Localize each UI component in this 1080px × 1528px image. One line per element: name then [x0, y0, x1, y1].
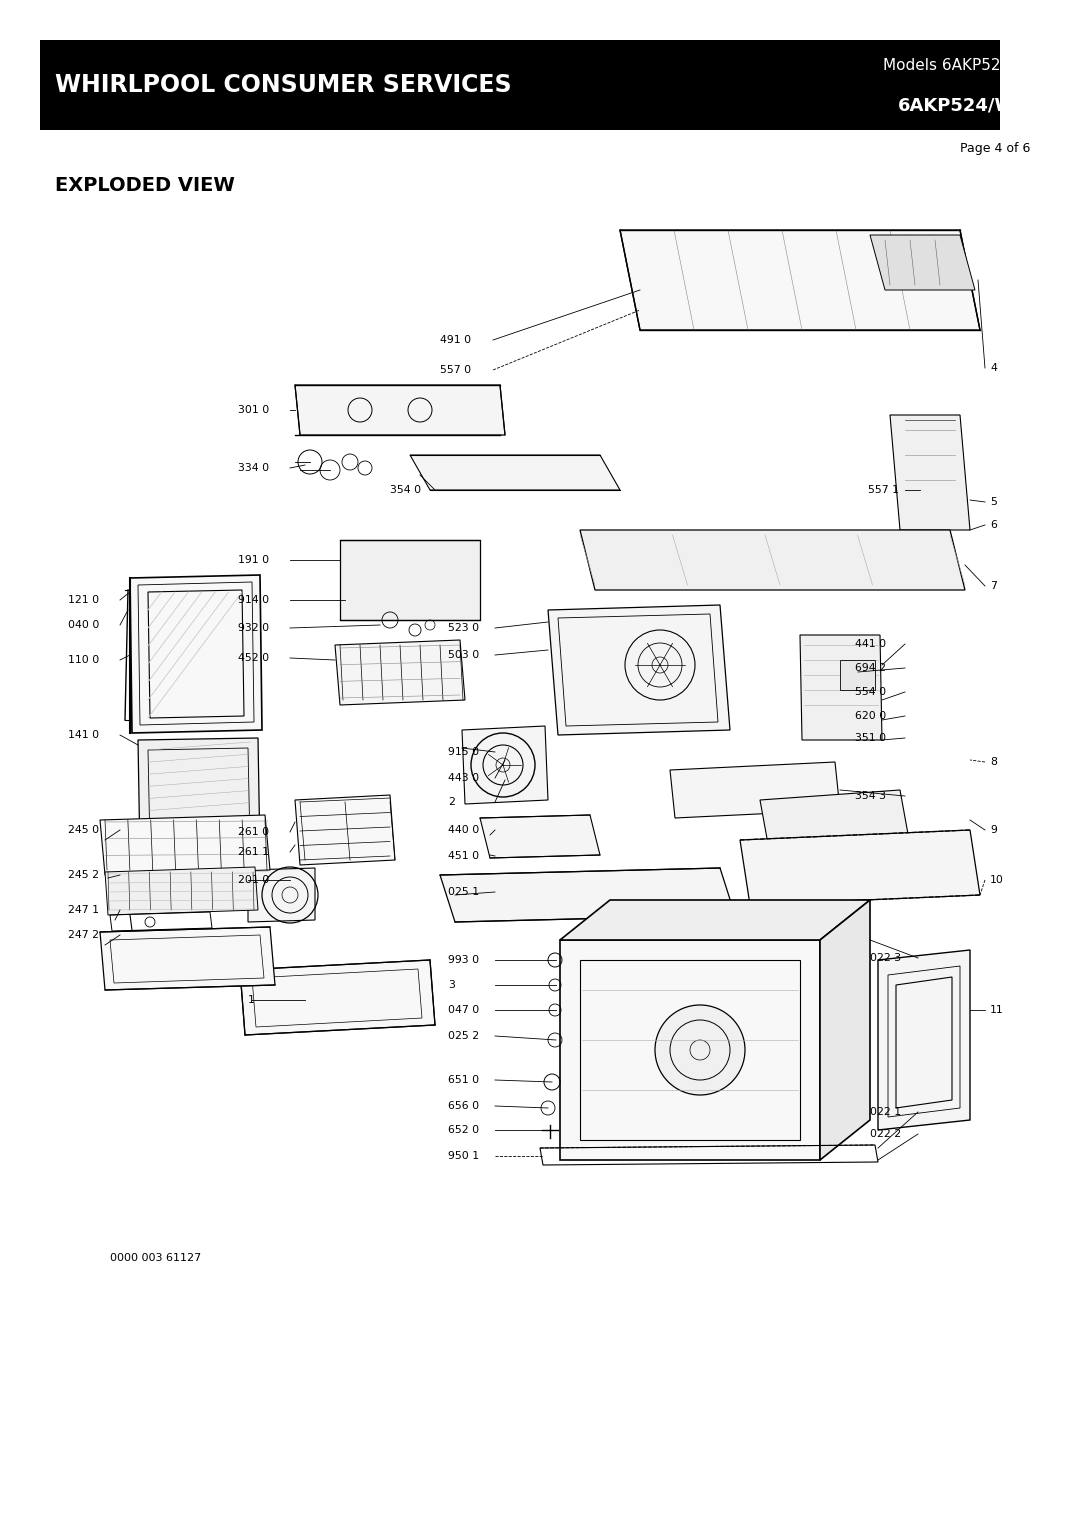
Polygon shape [760, 790, 910, 856]
Text: 261 1: 261 1 [238, 847, 269, 857]
Text: 441 0: 441 0 [855, 639, 886, 649]
Text: 0000 003 61127: 0000 003 61127 [110, 1253, 201, 1264]
Text: 503 0: 503 0 [448, 649, 480, 660]
Polygon shape [800, 636, 882, 740]
Text: 3: 3 [448, 979, 455, 990]
Text: 354 3: 354 3 [855, 792, 886, 801]
Text: 247 2: 247 2 [68, 931, 99, 940]
Polygon shape [620, 231, 980, 330]
Text: 10: 10 [990, 876, 1004, 885]
Text: 1: 1 [248, 995, 255, 1005]
Text: 694 2: 694 2 [855, 663, 886, 672]
Text: 022 3: 022 3 [870, 953, 901, 963]
Text: 452 0: 452 0 [238, 652, 269, 663]
Text: 247 1: 247 1 [68, 905, 99, 915]
Text: 491 0: 491 0 [440, 335, 471, 345]
Text: 025 2: 025 2 [448, 1031, 480, 1041]
Polygon shape [561, 940, 820, 1160]
Text: 334 0: 334 0 [238, 463, 269, 474]
Text: 8: 8 [990, 756, 997, 767]
Text: 651 0: 651 0 [448, 1076, 480, 1085]
Text: 301 0: 301 0 [238, 405, 269, 416]
Polygon shape [240, 960, 435, 1034]
Text: 191 0: 191 0 [238, 555, 269, 565]
Text: Models 6AKP524/IX: Models 6AKP524/IX [882, 58, 1030, 72]
Text: 915 0: 915 0 [448, 747, 480, 756]
Text: 110 0: 110 0 [68, 656, 99, 665]
Text: 620 0: 620 0 [855, 711, 887, 721]
Text: 022 2: 022 2 [870, 1129, 901, 1138]
Text: 7: 7 [990, 581, 997, 591]
Polygon shape [890, 416, 970, 530]
Text: 914 0: 914 0 [238, 594, 269, 605]
Text: 443 0: 443 0 [448, 773, 480, 782]
Polygon shape [480, 814, 600, 859]
Text: 047 0: 047 0 [448, 1005, 480, 1015]
Text: 4: 4 [990, 364, 997, 373]
Text: 656 0: 656 0 [448, 1102, 480, 1111]
Polygon shape [105, 866, 258, 915]
Polygon shape [130, 575, 262, 733]
Text: WHIRLPOOL CONSUMER SERVICES: WHIRLPOOL CONSUMER SERVICES [55, 73, 512, 96]
Text: Page 4 of 6: Page 4 of 6 [960, 142, 1030, 154]
Polygon shape [100, 927, 275, 990]
Text: 201 0: 201 0 [238, 876, 269, 885]
Text: 451 0: 451 0 [448, 851, 480, 860]
Text: 557 1: 557 1 [868, 484, 899, 495]
Text: 5: 5 [990, 497, 997, 507]
Text: 245 0: 245 0 [68, 825, 99, 834]
Text: 2: 2 [448, 798, 455, 807]
Ellipse shape [654, 1005, 745, 1096]
Text: 121 0: 121 0 [68, 594, 99, 605]
Text: 523 0: 523 0 [448, 623, 480, 633]
Text: 6AKP524/WH: 6AKP524/WH [897, 96, 1030, 115]
Text: 9: 9 [990, 825, 997, 834]
Text: 040 0: 040 0 [68, 620, 99, 630]
Text: 6: 6 [990, 520, 997, 530]
Polygon shape [878, 950, 970, 1131]
Polygon shape [820, 900, 870, 1160]
Text: 351 0: 351 0 [855, 733, 886, 743]
Polygon shape [670, 762, 840, 817]
Text: 261 0: 261 0 [238, 827, 269, 837]
Polygon shape [580, 530, 966, 590]
Polygon shape [548, 605, 730, 735]
Polygon shape [295, 385, 505, 435]
Polygon shape [100, 814, 270, 876]
Text: 557 0: 557 0 [440, 365, 471, 374]
Polygon shape [138, 738, 260, 857]
Polygon shape [870, 235, 975, 290]
Text: 025 1: 025 1 [448, 886, 480, 897]
Polygon shape [561, 900, 870, 940]
Polygon shape [335, 640, 465, 704]
Text: 354 0: 354 0 [390, 484, 421, 495]
Text: 932 0: 932 0 [238, 623, 269, 633]
Text: 11: 11 [990, 1005, 1003, 1015]
Polygon shape [440, 868, 735, 921]
Text: 245 2: 245 2 [68, 869, 99, 880]
Polygon shape [295, 795, 395, 865]
Polygon shape [410, 455, 620, 490]
Text: 950 1: 950 1 [448, 1151, 480, 1161]
Text: 141 0: 141 0 [68, 730, 99, 740]
Text: 993 0: 993 0 [448, 955, 480, 966]
Text: 652 0: 652 0 [448, 1125, 480, 1135]
Text: 440 0: 440 0 [448, 825, 480, 834]
Polygon shape [740, 830, 980, 905]
Polygon shape [840, 660, 875, 691]
Polygon shape [462, 726, 548, 804]
Polygon shape [340, 539, 480, 620]
Bar [40, 40, 1000, 130]
Text: 554 0: 554 0 [855, 688, 886, 697]
Text: EXPLODED VIEW: EXPLODED VIEW [55, 176, 234, 194]
Polygon shape [248, 868, 315, 921]
Text: 022 1: 022 1 [870, 1106, 901, 1117]
